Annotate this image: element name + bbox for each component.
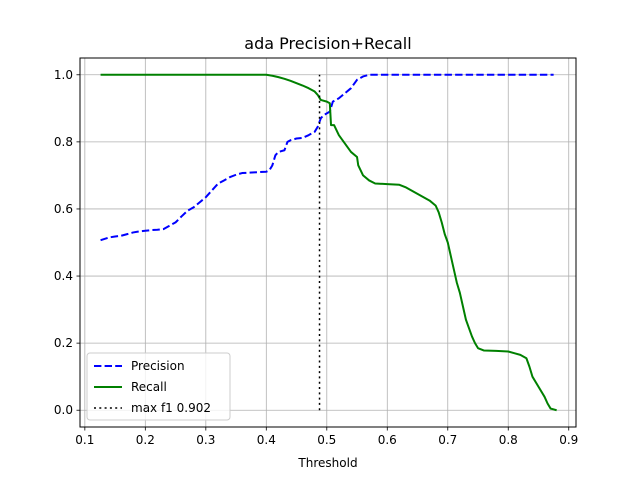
x-tick-label: 0.6: [378, 433, 397, 447]
series-line-precision: [100, 73, 554, 242]
x-tick-label: 0.2: [136, 433, 155, 447]
y-tick-label: 0.2: [54, 336, 73, 350]
y-tick-label: 0.0: [54, 403, 73, 417]
x-tick-label: 0.4: [257, 433, 276, 447]
x-tick-label: 0.3: [196, 433, 215, 447]
x-tick-label: 0.9: [559, 433, 578, 447]
y-tick-label: 1.0: [54, 68, 73, 82]
x-tick-label: 0.7: [438, 433, 457, 447]
y-tick-label: 0.8: [54, 135, 73, 149]
x-tick-label: 0.8: [499, 433, 518, 447]
y-tick-label: 0.6: [54, 202, 73, 216]
x-axis-label: Threshold: [297, 456, 357, 470]
y-tick-label: 0.4: [54, 269, 73, 283]
grid-lines: [80, 58, 576, 427]
legend-label-recall: Recall: [131, 380, 167, 394]
legend: Precision Recall max f1 0.902: [86, 352, 231, 421]
x-tick-label: 0.5: [317, 433, 336, 447]
legend-label-max-f1-0-902: max f1 0.902: [131, 401, 211, 415]
legend-label-precision: Precision: [131, 359, 185, 373]
axes-frame: [79, 57, 577, 428]
legend-box: [86, 352, 231, 421]
chart-title: ada Precision+Recall: [244, 34, 411, 53]
series-lines: [100, 73, 557, 412]
x-tick-label: 0.1: [75, 433, 94, 447]
series-line-recall: [100, 73, 557, 412]
axis-ticks: 0.1 0.2 0.3 0.4 0.5 0.6 0.7 0.8 0.9 0.0 0.2 0.4 0.6 0…: [54, 68, 578, 447]
